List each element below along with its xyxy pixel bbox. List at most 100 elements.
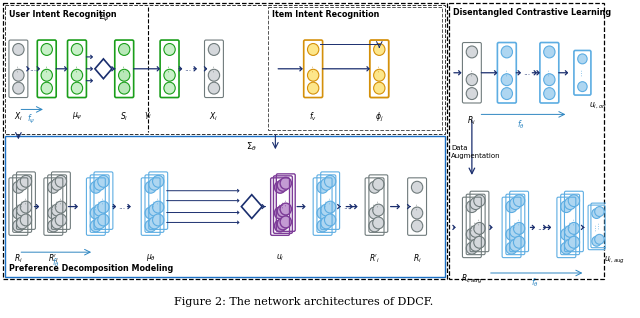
Circle shape	[51, 217, 63, 229]
Circle shape	[568, 195, 580, 207]
Text: $R'_i$: $R'_i$	[48, 252, 59, 265]
Text: ⋯: ⋯	[504, 69, 510, 76]
Circle shape	[148, 204, 160, 216]
Text: $f_v$: $f_v$	[309, 110, 317, 123]
Text: $R'_i$: $R'_i$	[369, 252, 380, 265]
Text: $f_{\theta}$: $f_{\theta}$	[517, 118, 525, 131]
Circle shape	[509, 198, 521, 210]
Circle shape	[568, 222, 580, 234]
Circle shape	[369, 220, 380, 232]
Text: ⋯: ⋯	[473, 221, 479, 228]
Circle shape	[20, 175, 31, 187]
Circle shape	[412, 181, 423, 193]
Circle shape	[474, 195, 485, 207]
Text: ...: ...	[523, 68, 530, 77]
Circle shape	[94, 204, 106, 216]
Text: ⋯: ⋯	[211, 65, 217, 72]
Circle shape	[51, 178, 63, 190]
Text: ...: ...	[342, 202, 350, 211]
Text: ⋯: ⋯	[376, 65, 382, 72]
Circle shape	[17, 204, 28, 216]
Text: $\Sigma_{\theta}$: $\Sigma_{\theta}$	[246, 140, 257, 153]
Text: ⋯: ⋯	[375, 200, 381, 207]
Text: ⋯: ⋯	[166, 65, 173, 72]
Text: ⋯: ⋯	[156, 197, 161, 204]
Circle shape	[501, 88, 513, 100]
Circle shape	[544, 46, 555, 58]
Circle shape	[564, 198, 576, 210]
Circle shape	[501, 46, 513, 58]
Circle shape	[470, 225, 481, 237]
Circle shape	[466, 201, 477, 212]
Circle shape	[513, 236, 525, 248]
Circle shape	[317, 207, 328, 219]
Text: ⋯: ⋯	[372, 203, 378, 210]
Text: ⋯: ⋯	[593, 224, 600, 231]
Circle shape	[466, 228, 477, 240]
Circle shape	[275, 181, 286, 193]
Circle shape	[55, 175, 67, 187]
Text: ⋯: ⋯	[97, 200, 102, 207]
Circle shape	[374, 69, 385, 81]
Circle shape	[71, 82, 83, 94]
Circle shape	[372, 204, 384, 216]
Circle shape	[98, 201, 109, 213]
Text: Item Intent Recognition: Item Intent Recognition	[271, 10, 379, 19]
Circle shape	[307, 82, 319, 94]
Circle shape	[506, 242, 517, 254]
Text: $X_i$: $X_i$	[209, 110, 218, 123]
Circle shape	[148, 217, 160, 229]
Text: ⋯: ⋯	[509, 224, 515, 231]
Circle shape	[13, 220, 24, 232]
Circle shape	[474, 236, 485, 248]
Circle shape	[317, 181, 328, 193]
Circle shape	[208, 44, 220, 55]
Circle shape	[17, 217, 28, 229]
Circle shape	[280, 203, 291, 215]
Bar	[268, 7, 442, 130]
Circle shape	[90, 207, 102, 219]
Text: ⋯: ⋯	[280, 201, 286, 208]
Circle shape	[13, 207, 24, 219]
Text: ⋯: ⋯	[283, 199, 289, 206]
Circle shape	[20, 214, 31, 226]
Circle shape	[372, 217, 384, 229]
Circle shape	[506, 228, 517, 240]
Circle shape	[208, 69, 220, 81]
Text: Figure 2: The network architectures of DDCF.: Figure 2: The network architectures of D…	[174, 297, 433, 307]
Circle shape	[506, 201, 517, 212]
Circle shape	[321, 217, 332, 229]
Circle shape	[98, 214, 109, 226]
Text: ⋯: ⋯	[563, 224, 570, 231]
Circle shape	[466, 74, 477, 86]
Circle shape	[94, 178, 106, 190]
Circle shape	[48, 220, 59, 232]
Text: ⋯: ⋯	[19, 200, 25, 207]
Text: ⋯: ⋯	[23, 197, 29, 204]
Text: Preference Decomposition Modeling: Preference Decomposition Modeling	[9, 264, 173, 273]
Text: $X_i$: $X_i$	[14, 110, 23, 123]
Bar	[3, 3, 447, 279]
Circle shape	[280, 177, 291, 189]
Text: ⋯: ⋯	[319, 203, 326, 210]
Circle shape	[48, 207, 59, 219]
Circle shape	[280, 216, 291, 228]
Circle shape	[466, 88, 477, 100]
Circle shape	[13, 44, 24, 55]
Circle shape	[118, 82, 130, 94]
Circle shape	[509, 239, 521, 251]
Text: ⋯: ⋯	[74, 65, 80, 72]
Circle shape	[118, 44, 130, 55]
Text: ⋯: ⋯	[596, 222, 602, 229]
Circle shape	[145, 220, 156, 232]
Text: $R_{i,aug}$: $R_{i,aug}$	[461, 273, 483, 286]
Text: ⋯: ⋯	[15, 203, 21, 210]
Circle shape	[152, 201, 164, 213]
Circle shape	[13, 181, 24, 193]
Circle shape	[561, 228, 572, 240]
Bar	[5, 136, 445, 277]
Text: $f_{\psi}$: $f_{\psi}$	[28, 112, 36, 126]
Text: $R_i$: $R_i$	[467, 114, 476, 127]
Circle shape	[118, 69, 130, 81]
Text: ⋯: ⋯	[414, 203, 420, 210]
